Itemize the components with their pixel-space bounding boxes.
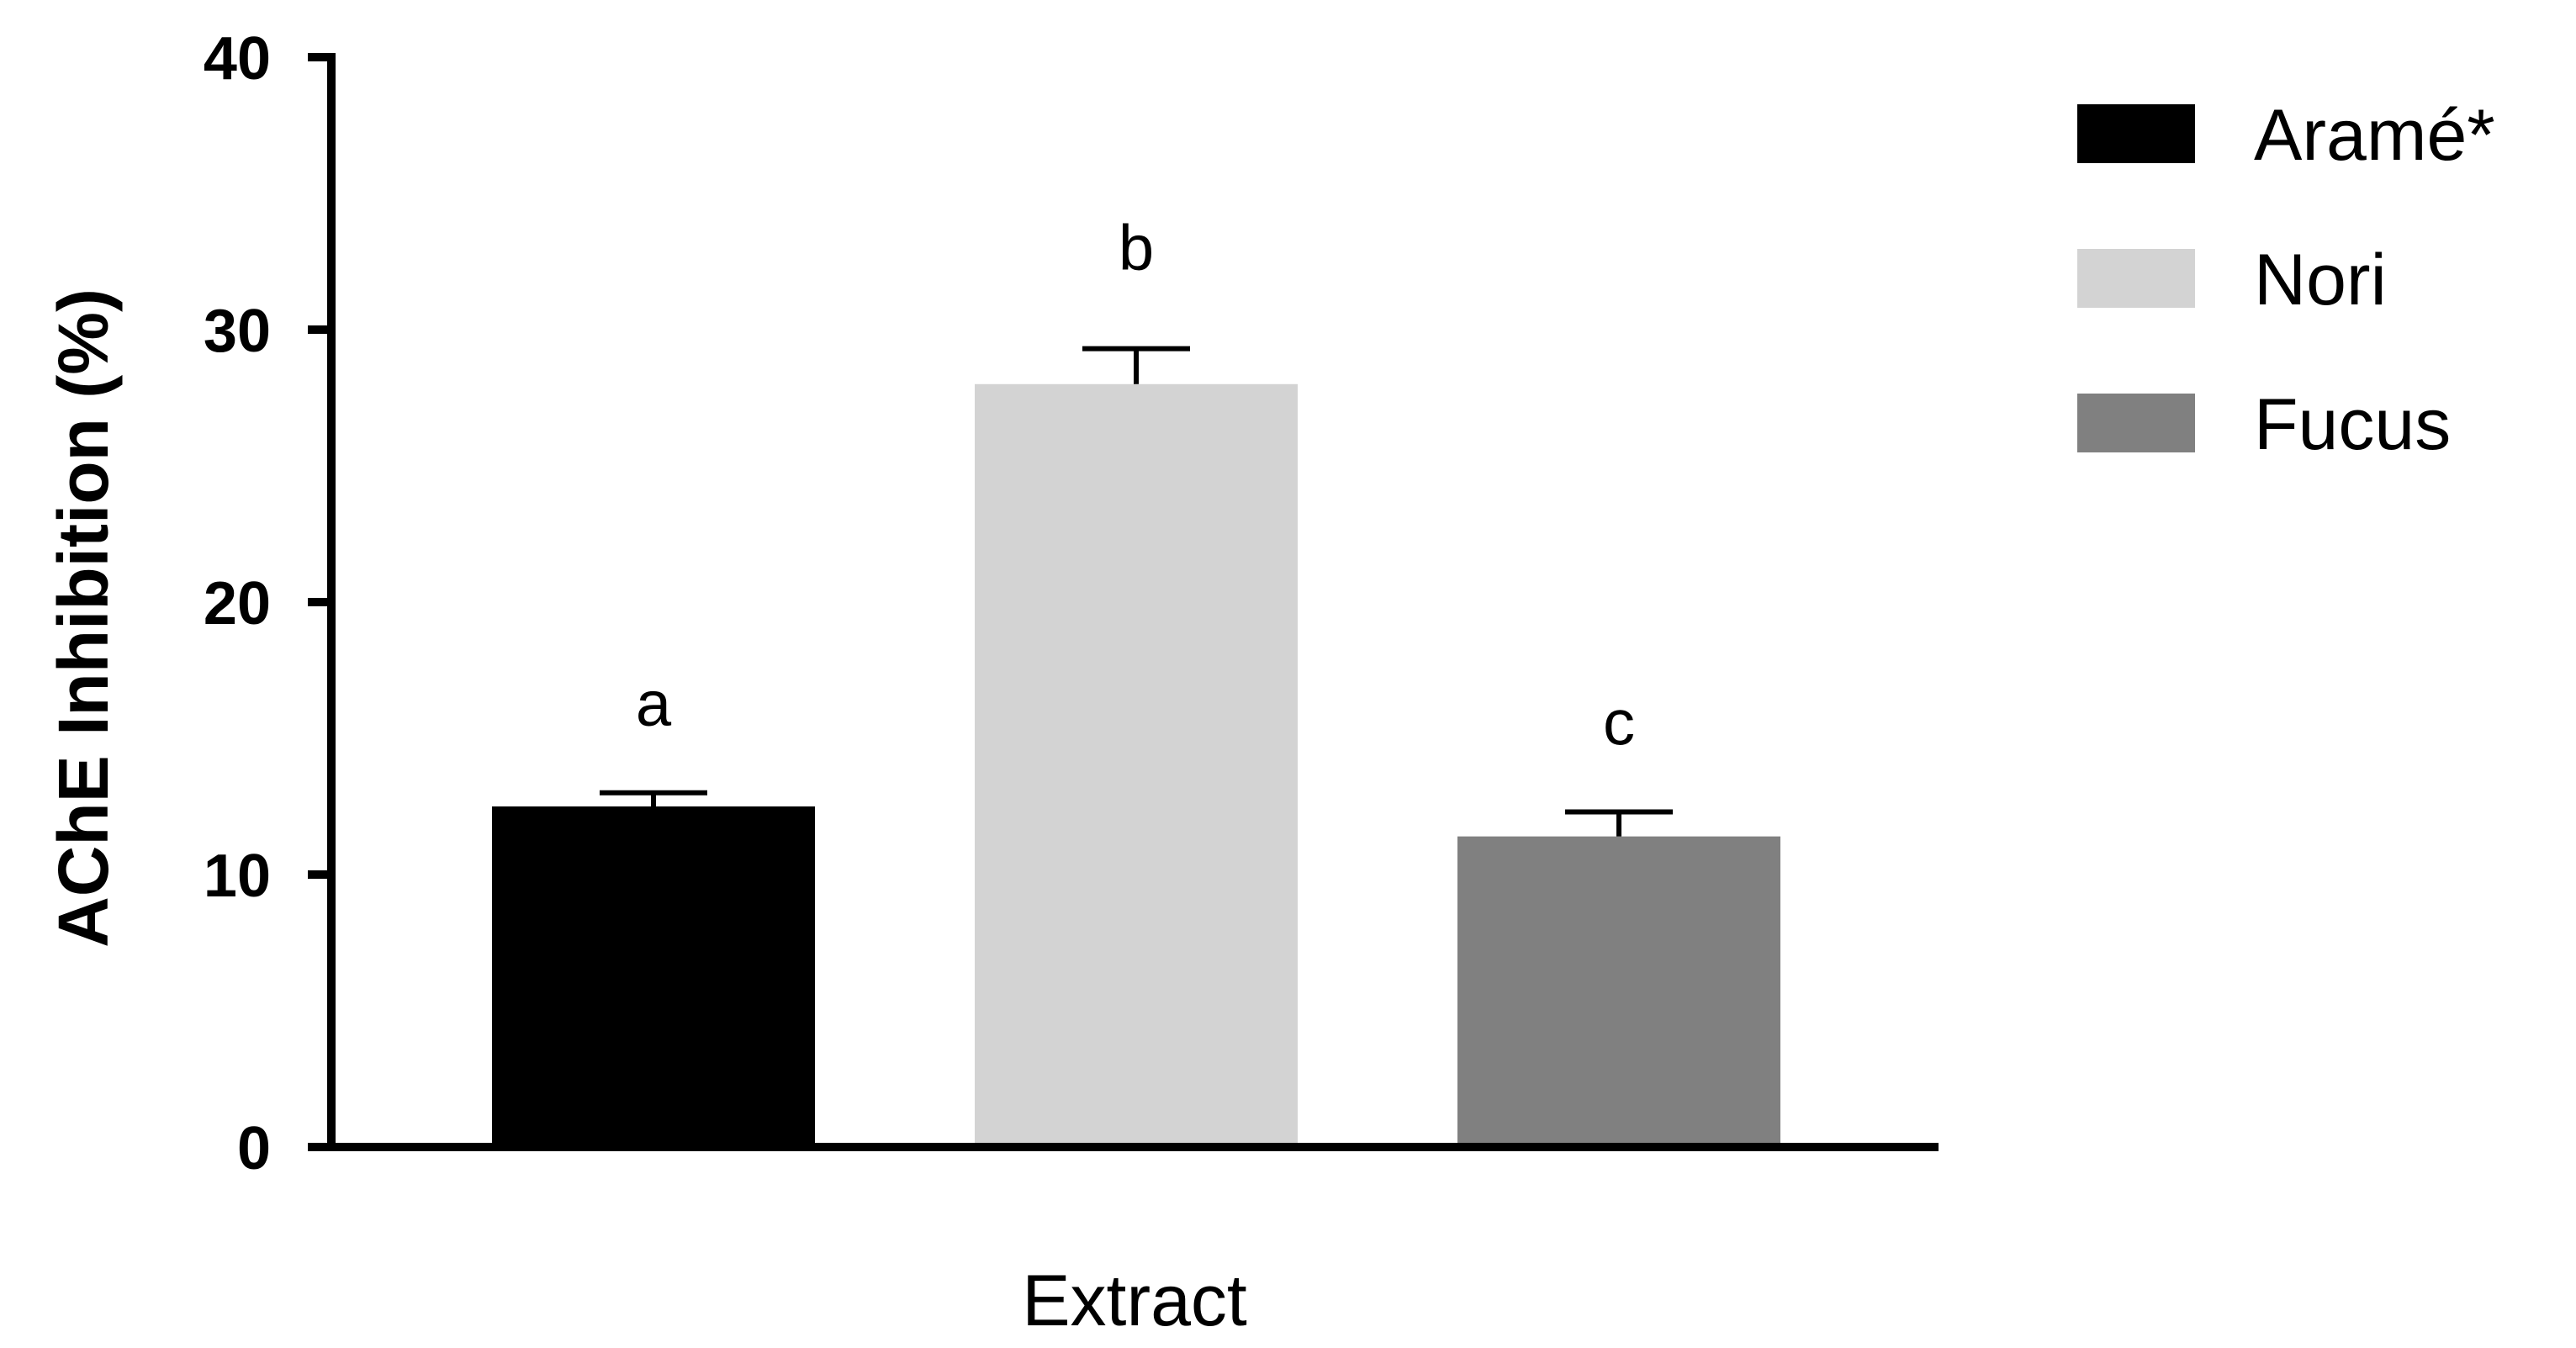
y-tick-label: 30 <box>204 298 271 365</box>
y-tick-label: 20 <box>204 570 271 637</box>
bars-layer <box>492 383 1780 1147</box>
significance-labels-layer: a b c <box>636 213 1635 759</box>
y-tick-label: 0 <box>237 1115 271 1182</box>
bar-1 <box>492 806 815 1147</box>
significance-label: b <box>1119 213 1154 284</box>
bar-2 <box>975 383 1298 1147</box>
y-tick-label: 10 <box>204 843 271 910</box>
legend-swatch <box>2077 104 2195 163</box>
significance-label: c <box>1603 687 1635 759</box>
x-axis-title: Extract <box>1022 1261 1247 1341</box>
legend-swatch <box>2077 394 2195 452</box>
legend-label: Nori <box>2254 240 2387 320</box>
y-tick-label: 40 <box>204 25 271 93</box>
y-axis-ticks: 0 10 20 30 40 <box>204 25 331 1182</box>
bar-3 <box>1457 836 1780 1147</box>
significance-label: a <box>636 669 672 740</box>
error-bars-layer <box>600 346 1673 837</box>
legend-swatch <box>2077 249 2195 308</box>
legend-label: Aramé* <box>2254 95 2495 176</box>
legend-label: Fucus <box>2254 384 2451 465</box>
y-axis-title: AChE Inhibition (%) <box>44 288 123 948</box>
legend: Aramé* Nori Fucus <box>2077 95 2495 465</box>
